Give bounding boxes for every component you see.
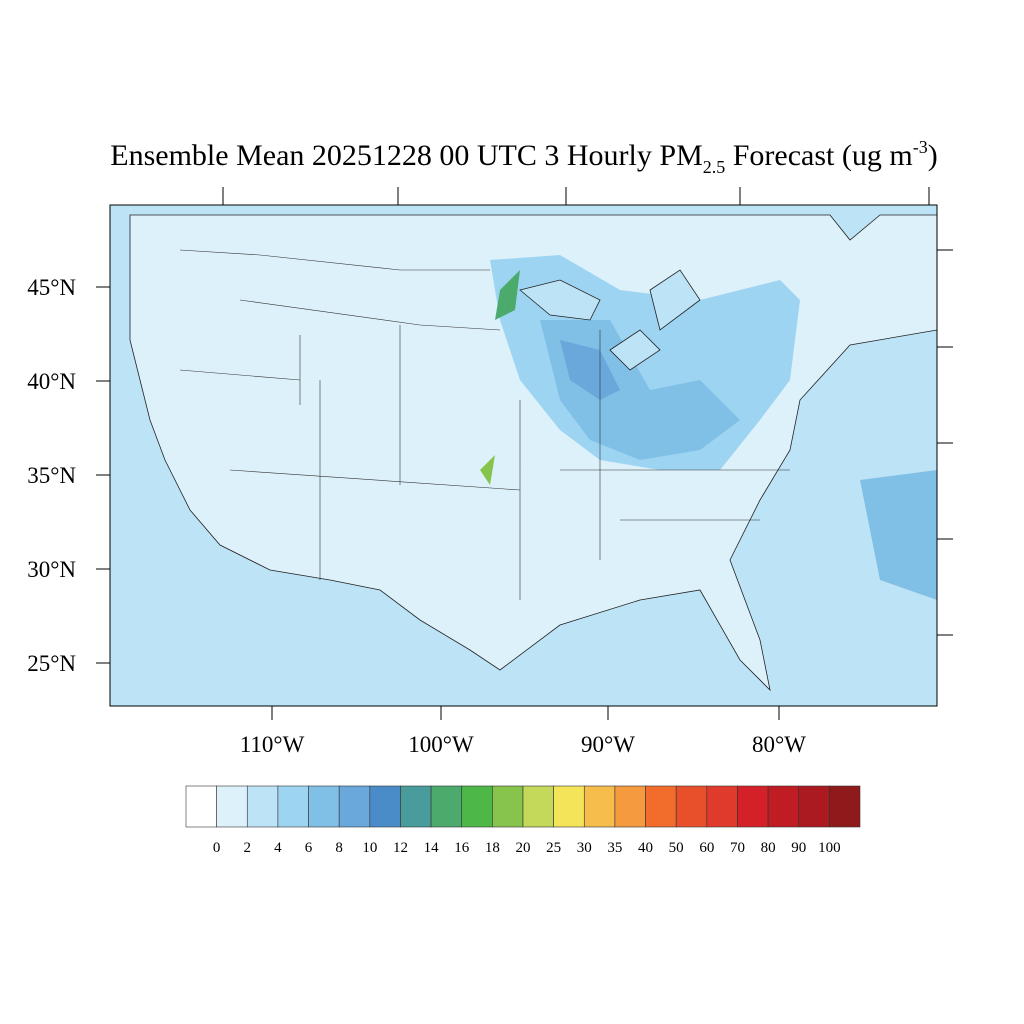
high-region	[560, 340, 620, 400]
colorbar-label: 100	[818, 840, 841, 856]
lat-label: 40°N	[27, 369, 76, 394]
colorbar-label: 35	[607, 840, 622, 856]
colorbar-label: 4	[274, 840, 282, 856]
colorbar-label: 16	[454, 840, 470, 856]
colorbar-swatch	[645, 785, 677, 828]
colorbar-swatch	[798, 785, 830, 828]
colorbar-label: 8	[335, 840, 343, 856]
colorbar-swatch	[492, 785, 524, 828]
colorbar-label: 30	[577, 840, 592, 856]
high-region	[860, 470, 937, 600]
colorbar-swatch	[246, 785, 279, 828]
map-frame	[109, 204, 938, 707]
colorbar-swatch	[553, 785, 585, 828]
colorbar-swatch	[216, 785, 248, 828]
colorbar-label: 0	[213, 840, 221, 856]
colorbar-swatch	[522, 785, 554, 828]
great-lakes	[519, 269, 701, 371]
colorbar-swatch	[675, 785, 708, 828]
lon-label: 90°W	[581, 732, 635, 757]
colorbar-swatch	[706, 785, 738, 828]
lat-label: 30°N	[27, 557, 76, 582]
colorbar-swatch	[185, 785, 217, 828]
lat-label: 45°N	[27, 275, 76, 300]
colorbar-label: 80	[761, 840, 776, 856]
colorbar-label: 20	[516, 840, 531, 856]
colorbar-label: 14	[424, 840, 440, 856]
colorbar-label: 60	[699, 840, 714, 856]
colorbar-swatch	[277, 785, 309, 828]
colorbar-swatch	[767, 785, 800, 828]
state-borders	[179, 249, 790, 600]
colorbar-label: 70	[730, 840, 745, 856]
colorbar-label: 6	[305, 840, 313, 856]
colorbar-swatch	[369, 785, 401, 828]
lon-label: 80°W	[752, 732, 806, 757]
colorbar-swatch	[737, 785, 769, 828]
lat-label: 35°N	[27, 463, 76, 488]
colorbar-label: 12	[393, 840, 408, 856]
colorbar-swatch	[461, 785, 493, 828]
colorbar-label: 40	[638, 840, 653, 856]
colorbar-swatch	[829, 785, 861, 828]
lat-label: 25°N	[27, 651, 76, 676]
colorbar: 0 2 4 6 8 10 12 14 16 18 20 25 30 35 40 50 60 70 80 90 100	[185, 785, 861, 856]
colorbar-swatch	[400, 785, 432, 828]
colorbar-swatch	[614, 785, 646, 828]
colorbar-label: 90	[791, 840, 806, 856]
colorbar-swatch	[583, 785, 616, 828]
colorbar-label: 50	[669, 840, 684, 856]
ticks	[96, 187, 953, 720]
map	[96, 187, 953, 720]
lon-label: 100°W	[408, 732, 474, 757]
colorbar-swatch	[430, 785, 463, 828]
lon-label: 110°W	[240, 732, 305, 757]
colorbar-label: 10	[362, 840, 377, 856]
axis-labels: 45°N 40°N 35°N 30°N 25°N 110°W 100°W 90°W 80°W	[27, 275, 806, 757]
title: Ensemble Mean 20251228 00 UTC 3 Hourly P…	[110, 137, 937, 177]
high-region	[480, 455, 495, 485]
colorbar-swatch	[338, 785, 371, 828]
colorbar-swatch	[308, 785, 340, 828]
colorbar-label: 2	[244, 840, 252, 856]
colorbar-label: 18	[485, 840, 500, 856]
high-region	[495, 270, 520, 320]
colorbar-label: 25	[546, 840, 561, 856]
